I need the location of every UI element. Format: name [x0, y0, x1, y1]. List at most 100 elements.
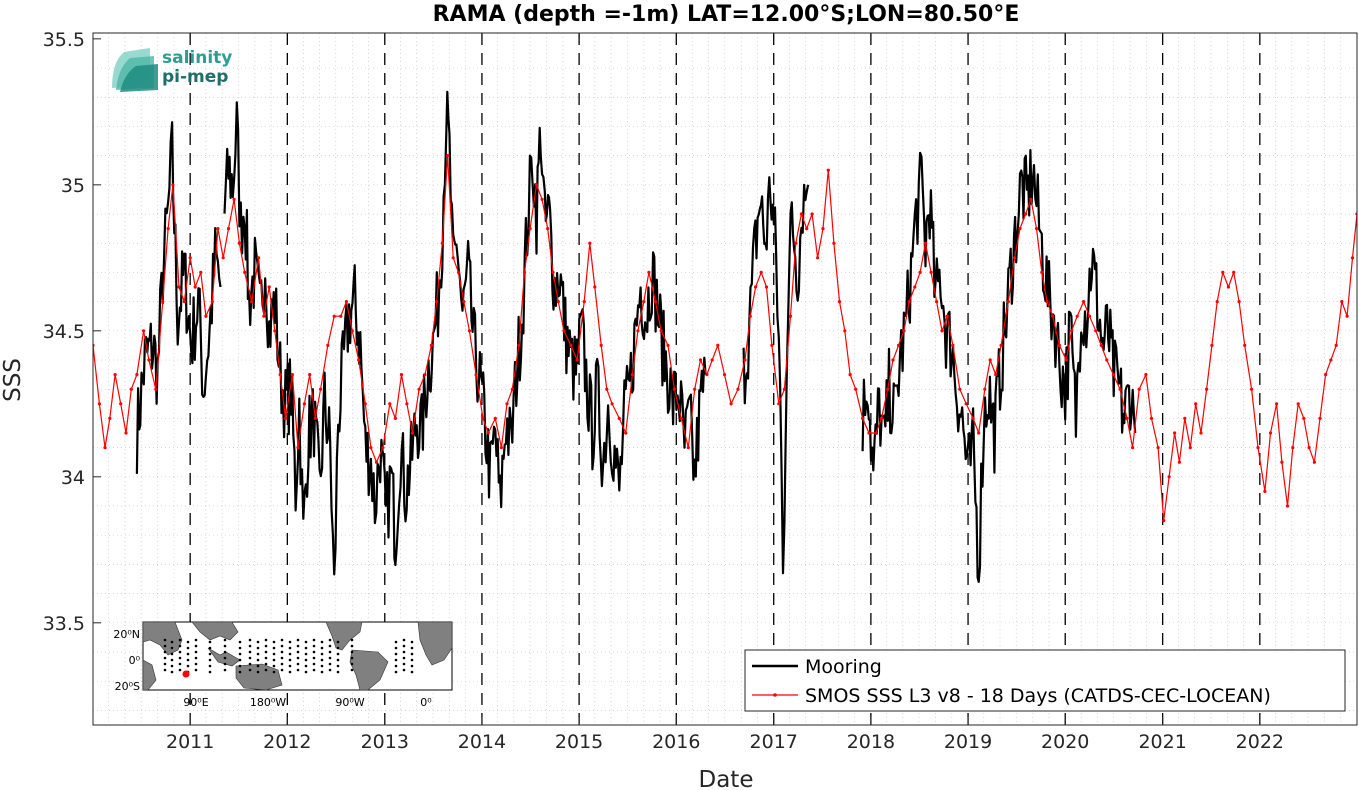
- map-dot: [410, 640, 414, 644]
- smos-point: [319, 387, 323, 391]
- map-dot: [272, 652, 276, 656]
- smos-point: [610, 402, 614, 406]
- smos-point: [1064, 358, 1068, 362]
- map-dot: [186, 652, 190, 656]
- smos-point: [588, 241, 592, 245]
- smos-point: [232, 197, 236, 201]
- map-dot: [328, 656, 332, 660]
- smos-point: [605, 387, 609, 391]
- map-dot: [328, 638, 332, 642]
- map-dot: [223, 668, 227, 672]
- map-dot: [264, 644, 268, 648]
- smos-point: [363, 402, 367, 406]
- smos-point: [861, 416, 865, 420]
- smos-point: [1250, 387, 1254, 391]
- map-dot: [320, 646, 324, 650]
- mooring-line-segment-3: [861, 149, 1137, 583]
- smos-point: [97, 402, 101, 406]
- wave-logo-icon: [112, 48, 158, 92]
- map-dot: [208, 664, 212, 668]
- smos-point: [716, 343, 720, 347]
- smos-point: [736, 387, 740, 391]
- y-tick-label-33-5: 33.5: [43, 613, 85, 635]
- smos-point: [1070, 329, 1074, 333]
- smos-point: [1329, 358, 1333, 362]
- map-dot: [296, 662, 300, 666]
- smos-point: [410, 431, 415, 435]
- map-dot: [248, 644, 252, 648]
- smos-point: [624, 431, 628, 435]
- smos-point: [166, 227, 170, 231]
- smos-point: [1051, 314, 1055, 318]
- smos-point: [1045, 300, 1049, 304]
- smos-point: [505, 402, 509, 406]
- map-dot: [170, 664, 174, 668]
- smos-point: [405, 402, 409, 406]
- map-dot: [248, 650, 252, 654]
- smos-point: [283, 416, 288, 420]
- x-axis-label: Date: [699, 767, 754, 790]
- smos-point: [743, 358, 747, 362]
- map-dot: [350, 656, 354, 660]
- smos-point: [456, 270, 461, 274]
- map-dot: [264, 668, 268, 672]
- map-dot: [194, 638, 198, 642]
- map-dot: [288, 664, 292, 668]
- map-dot: [163, 650, 167, 654]
- smos-point: [788, 314, 793, 318]
- smos-point: [399, 373, 404, 377]
- map-dot: [238, 646, 242, 650]
- smos-point: [1350, 256, 1355, 260]
- smos-point: [332, 314, 336, 318]
- smos-point: [1131, 446, 1135, 450]
- map-dot: [280, 668, 284, 672]
- smos-point: [1162, 519, 1166, 523]
- smos-point: [867, 431, 871, 435]
- map-dot: [272, 646, 276, 650]
- legend-marker-smos: [773, 693, 777, 697]
- smos-point: [994, 373, 998, 377]
- map-dot: [336, 664, 340, 668]
- map-dot: [264, 662, 268, 666]
- smos-point: [1226, 285, 1230, 289]
- logo-text-salinity: salinity: [162, 48, 232, 68]
- smos-point: [435, 300, 439, 304]
- map-landmasses: [142, 621, 453, 691]
- smos-point: [729, 402, 733, 406]
- smos-point: [1221, 270, 1225, 274]
- smos-point: [1268, 431, 1273, 435]
- smos-point: [129, 387, 133, 391]
- smos-point: [374, 460, 379, 464]
- map-dot: [394, 646, 398, 650]
- smos-point: [226, 227, 231, 231]
- smos-point: [278, 373, 282, 377]
- smos-point: [562, 329, 566, 333]
- x-tick-label-2017: 2017: [750, 731, 798, 753]
- smos-point: [1318, 416, 1322, 420]
- smos-point: [951, 343, 955, 347]
- map-dot: [304, 640, 308, 644]
- smos-point: [1210, 343, 1214, 347]
- map-dot: [402, 662, 406, 666]
- map-dot: [264, 638, 268, 642]
- smos-point: [262, 314, 266, 318]
- smos-point: [474, 373, 478, 377]
- smos-point: [243, 270, 247, 274]
- smos-point: [902, 329, 906, 333]
- map-dot: [336, 652, 340, 656]
- smos-point: [1173, 431, 1177, 435]
- map-dot: [178, 662, 182, 666]
- map-dot: [350, 650, 354, 654]
- map-dot: [170, 640, 174, 644]
- map-dot: [280, 650, 284, 654]
- map-dot: [238, 670, 242, 674]
- map-dot: [312, 638, 316, 642]
- map-dot: [312, 644, 316, 648]
- smos-point: [326, 343, 330, 347]
- map-dot: [328, 662, 332, 666]
- smos-point: [832, 241, 836, 245]
- smos-point: [290, 373, 294, 377]
- map-dot: [288, 646, 292, 650]
- salinity-pimep-logo: salinity pi-mep: [112, 48, 232, 92]
- map-dot: [402, 650, 406, 654]
